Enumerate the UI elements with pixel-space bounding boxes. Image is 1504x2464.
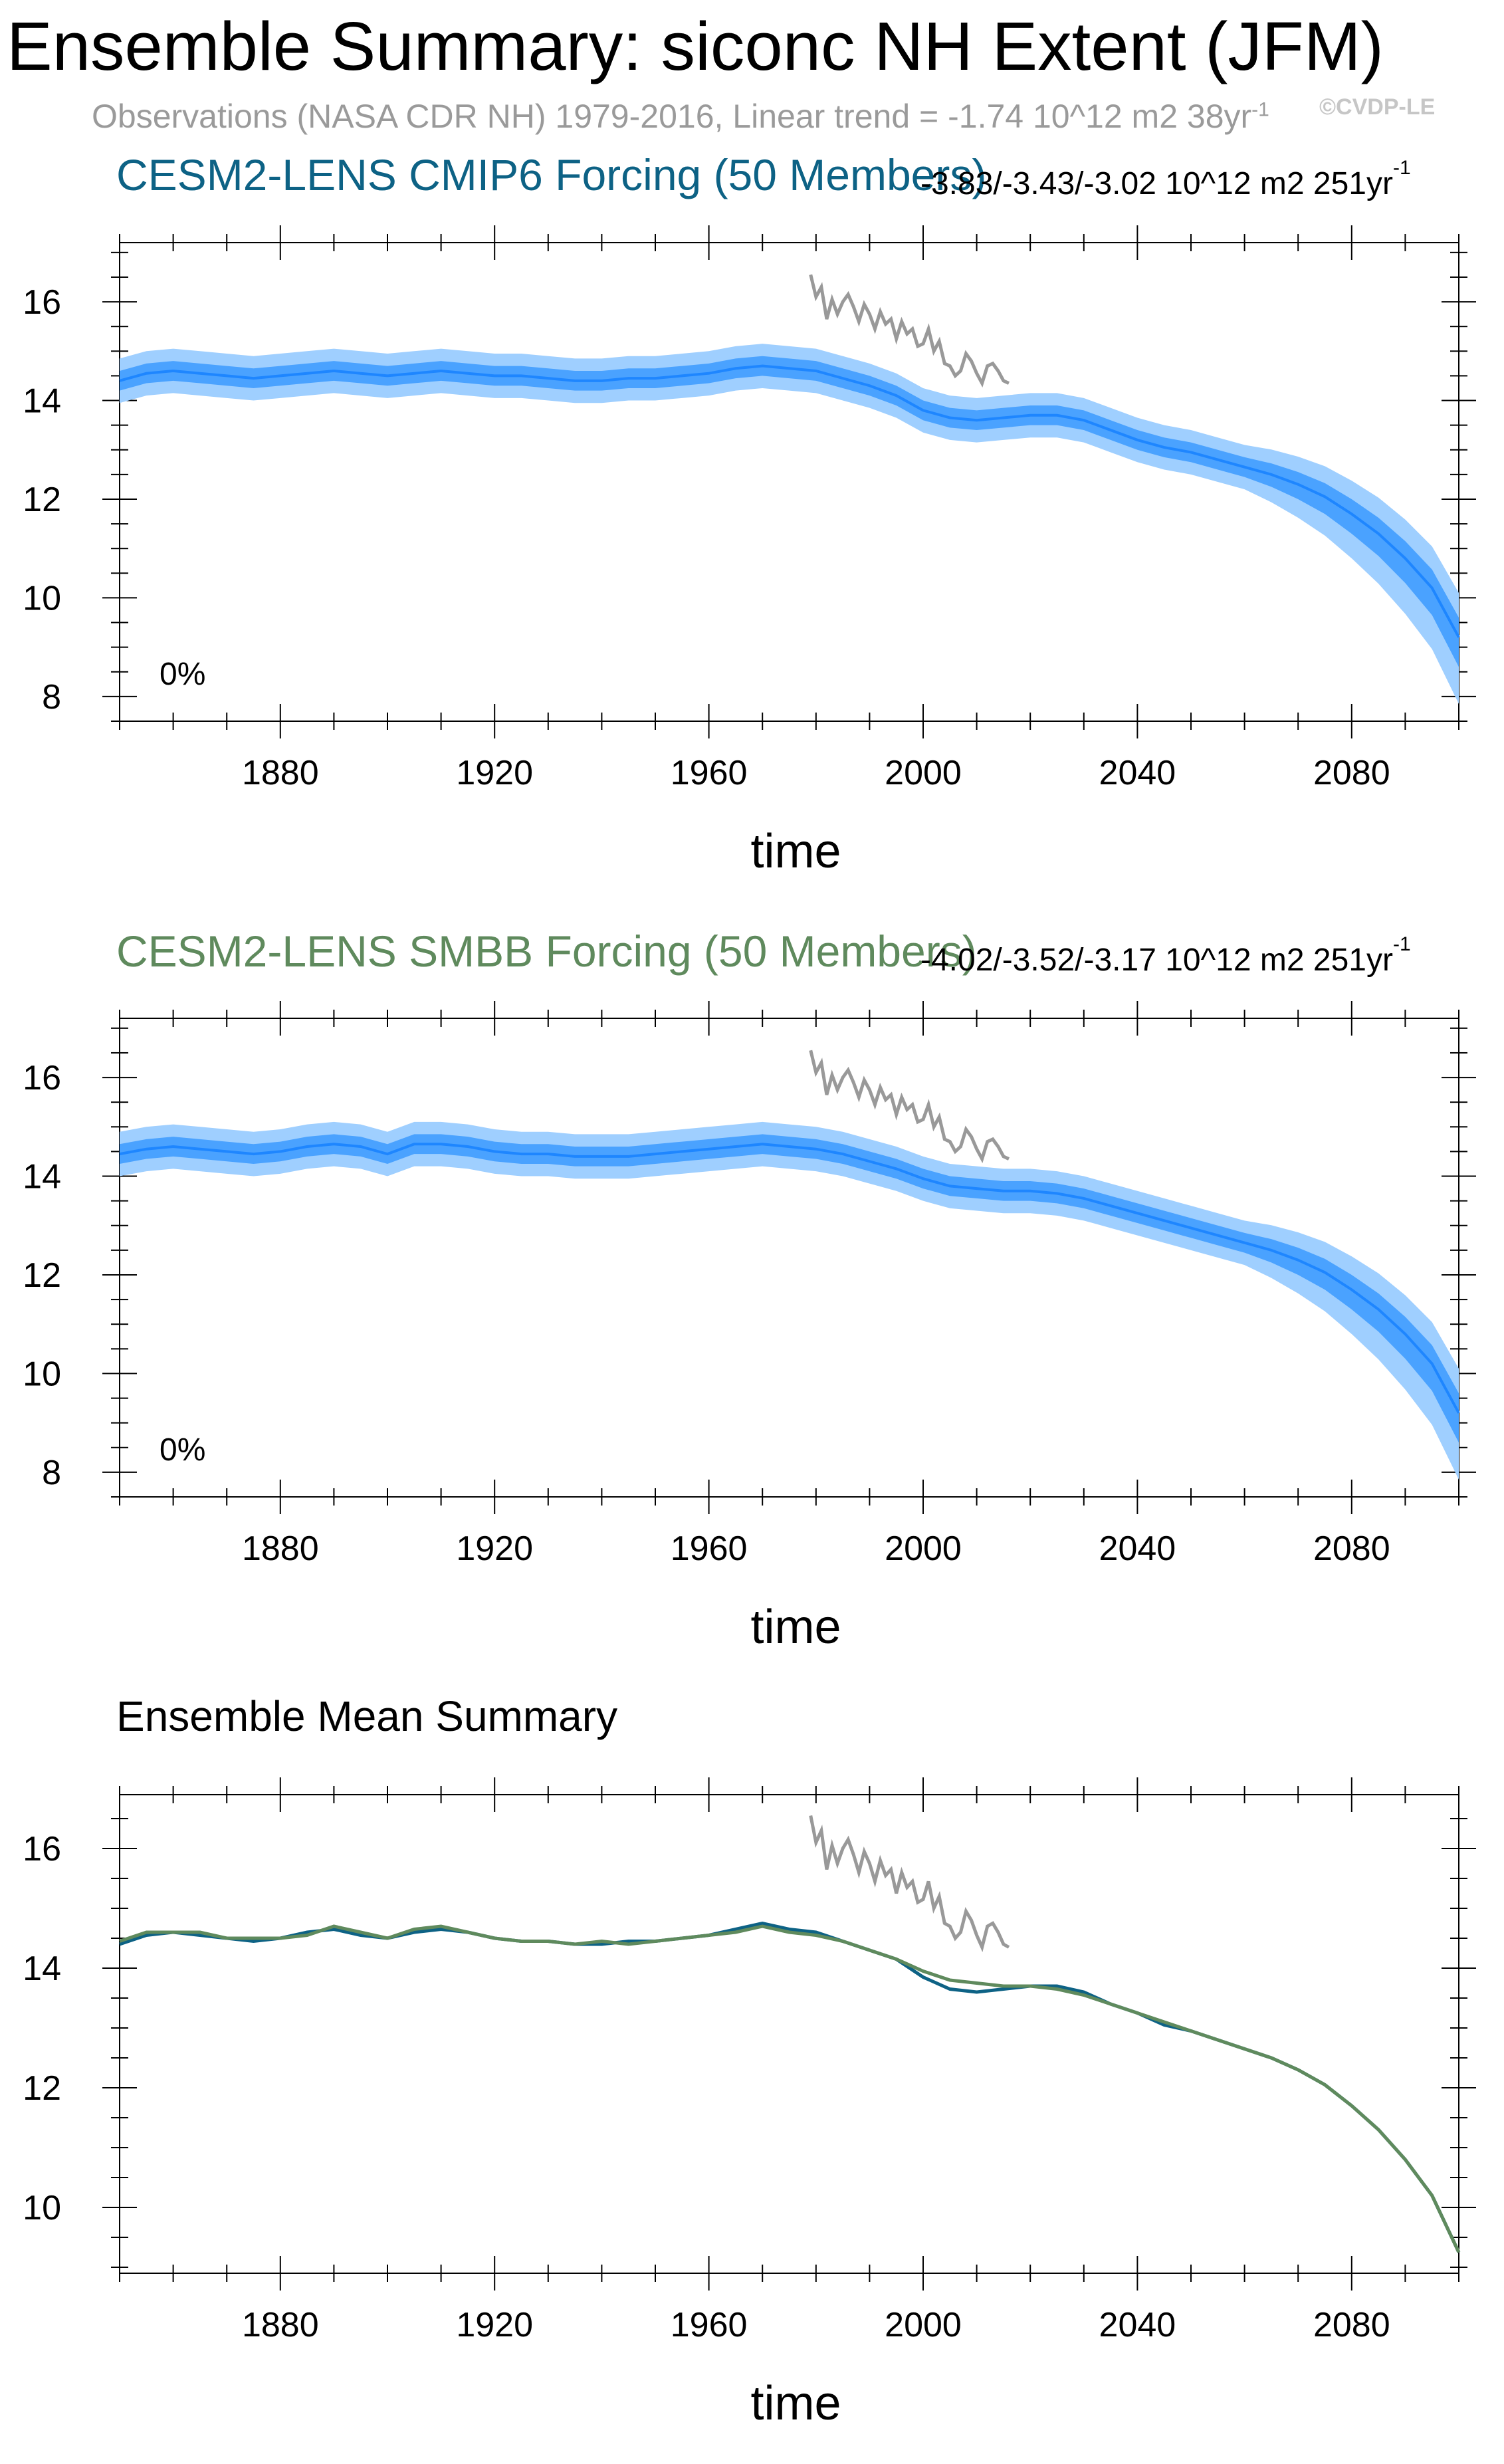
panel2-xtick-label: 2000 xyxy=(885,1529,962,1568)
panel1-frame xyxy=(119,242,1459,722)
panel1-xtick-label: 1960 xyxy=(671,754,748,792)
panel1-ytick-label: 16 xyxy=(23,283,61,322)
panel2-xtick-label: 1960 xyxy=(671,1529,748,1568)
panel2-observations-line xyxy=(809,1050,1010,1163)
panel2-spread-outer xyxy=(120,1121,1459,1480)
subtitle-text: Observations (NASA CDR NH) 1979-2016, Li… xyxy=(92,98,1252,135)
panel1-xtick-label: 1920 xyxy=(456,754,533,792)
panel3-series-line-1 xyxy=(119,1921,1461,2253)
panel1-trend-text: -3.83/-3.43/-3.02 10^12 m2 251yr xyxy=(920,166,1393,201)
panel2-ytick-label: 10 xyxy=(23,1355,61,1393)
panel1-spread-outer xyxy=(120,344,1459,705)
main-title: Ensemble Summary: siconc NH Extent (JFM) xyxy=(7,8,1384,84)
panel1-ensemble-mean-line xyxy=(119,364,1460,638)
panel2-xtick-label: 2040 xyxy=(1099,1529,1176,1568)
panel1-xtick-label: 2000 xyxy=(885,754,962,792)
panel1-xtick-label: 1880 xyxy=(242,754,319,792)
panel1-title: CESM2-LENS CMIP6 Forcing (50 Members) xyxy=(116,150,987,199)
panel3-xtick-label: 2000 xyxy=(885,2306,962,2344)
panel3-xtick-label: 1920 xyxy=(456,2306,533,2344)
panel3-ytick-label: 16 xyxy=(23,1830,61,1868)
panel2-spread-inner xyxy=(120,1134,1459,1443)
panel1-percent-label: 0% xyxy=(160,657,205,692)
panel3-series-line-2 xyxy=(119,1924,1461,2253)
panel1-xtick-label: 2040 xyxy=(1099,754,1176,792)
panel2-xtick-label: 1920 xyxy=(456,1529,533,1568)
panel1-trend: -3.83/-3.43/-3.02 10^12 m2 251yr-1 xyxy=(920,158,1411,200)
panel2-percent-label: 0% xyxy=(160,1432,205,1468)
panel2-ytick-label: 12 xyxy=(23,1256,61,1295)
panel2-frame xyxy=(119,1018,1459,1498)
panel3-xtick-label: 1960 xyxy=(671,2306,748,2344)
panel1-ytick-label: 12 xyxy=(23,481,61,519)
panel2-xlabel: time xyxy=(750,1601,841,1654)
panel3-ytick-label: 10 xyxy=(23,2189,61,2227)
panel3-title: Ensemble Mean Summary xyxy=(116,1692,618,1740)
panel2-trend: -4.02/-3.52/-3.17 10^12 m2 251yr-1 xyxy=(920,935,1411,976)
panel1-ytick-label: 14 xyxy=(23,382,61,421)
panel2-title: CESM2-LENS SMBB Forcing (50 Members) xyxy=(116,927,977,976)
panel3-xtick-label: 2040 xyxy=(1099,2306,1176,2344)
panel1-observations-line xyxy=(809,274,1010,388)
panel3-xtick-label: 1880 xyxy=(242,2306,319,2344)
watermark: ©CVDP-LE xyxy=(1319,94,1436,120)
subtitle-superscript: -1 xyxy=(1251,98,1269,121)
panel2-xtick-label: 2080 xyxy=(1313,1529,1390,1568)
panel1-trend-sup: -1 xyxy=(1392,157,1411,179)
panel2-ytick-label: 16 xyxy=(23,1059,61,1097)
panel2-xtick-label: 1880 xyxy=(242,1529,319,1568)
panel2-ytick-label: 8 xyxy=(42,1454,61,1492)
panel2-trend-text: -4.02/-3.52/-3.17 10^12 m2 251yr xyxy=(920,943,1393,978)
panel1-ytick-label: 10 xyxy=(23,579,61,617)
panel3-xtick-label: 2080 xyxy=(1313,2306,1390,2344)
observations-subtitle: Observations (NASA CDR NH) 1979-2016, Li… xyxy=(92,100,1269,133)
panel3-observations-line xyxy=(809,1815,1010,1953)
panel1-xtick-label: 2080 xyxy=(1313,754,1390,792)
panel1-ytick-label: 8 xyxy=(42,678,61,717)
panel3-xlabel: time xyxy=(750,2377,841,2430)
panel2-ensemble-mean-line xyxy=(119,1143,1460,1414)
panel3-frame xyxy=(119,1794,1459,2274)
panel3-ytick-label: 12 xyxy=(23,2069,61,2108)
panel1-xlabel: time xyxy=(750,825,841,878)
panel2-ytick-label: 14 xyxy=(23,1158,61,1196)
panel1-spread-inner xyxy=(120,356,1459,667)
panel2-trend-sup: -1 xyxy=(1392,933,1411,955)
panel3-ytick-label: 14 xyxy=(23,1950,61,1988)
